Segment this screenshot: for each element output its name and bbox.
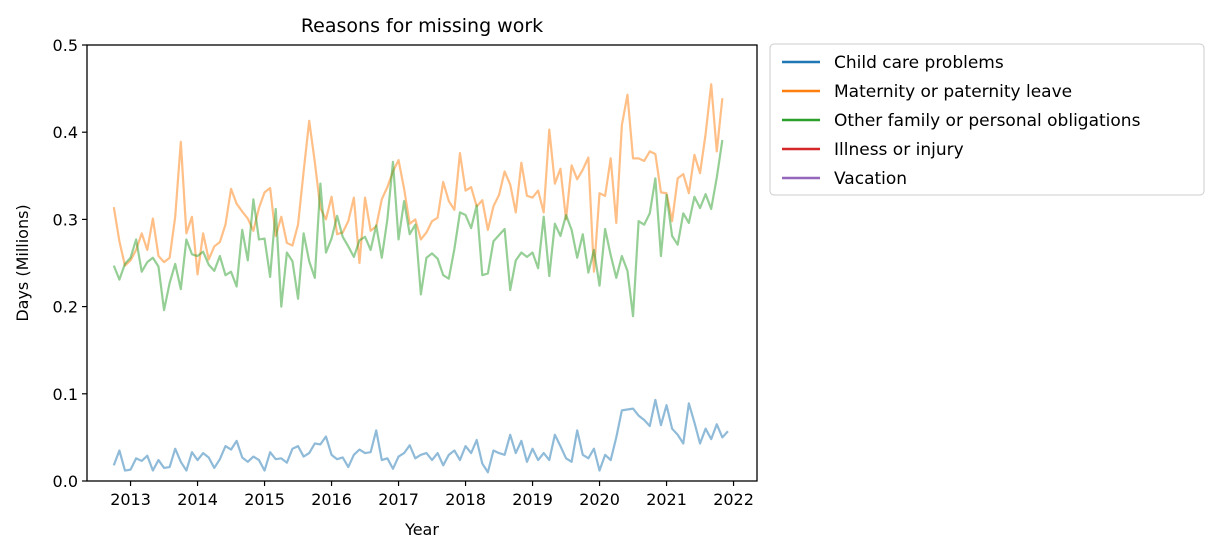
x-tick-label: 2018 <box>445 490 486 509</box>
plot-area <box>86 44 758 482</box>
legend-label: Vacation <box>834 169 907 189</box>
legend-label: Child care problems <box>834 53 1004 73</box>
legend-label: Other family or personal obligations <box>834 111 1141 131</box>
legend: Child care problems Maternity or paternit… <box>769 43 1205 196</box>
series-layer <box>112 83 729 474</box>
y-tick-label: 0.0 <box>53 472 78 491</box>
y-tick-label: 0.2 <box>53 298 78 317</box>
x-tick-label: 2022 <box>713 490 754 509</box>
chart-title: Reasons for missing work <box>301 15 543 37</box>
y-axis: 0.0 0.1 0.2 0.3 0.4 0.5 <box>53 36 87 491</box>
series-line-1 <box>112 83 724 276</box>
y-tick-label: 0.1 <box>53 385 78 404</box>
y-axis-label: Days (Millions) <box>13 204 32 321</box>
series-line-0 <box>112 398 729 474</box>
x-tick-label: 2016 <box>311 490 352 509</box>
y-tick-label: 0.5 <box>53 36 78 55</box>
x-axis-label: Year <box>404 520 439 539</box>
x-tick-label: 2020 <box>579 490 620 509</box>
x-axis: 2013 2014 2015 2016 2017 2018 2019 2020 2021 2022 <box>110 481 754 509</box>
x-tick-label: 2015 <box>244 490 285 509</box>
series-line-2 <box>112 139 724 318</box>
legend-label: Illness or injury <box>834 140 964 160</box>
x-tick-label: 2014 <box>177 490 218 509</box>
y-tick-label: 0.4 <box>53 123 78 142</box>
y-tick-label: 0.3 <box>53 210 78 229</box>
legend-frame <box>769 43 1205 196</box>
legend-label: Maternity or paternity leave <box>834 82 1072 102</box>
x-tick-label: 2013 <box>110 490 151 509</box>
plot-frame <box>86 44 758 482</box>
x-tick-label: 2019 <box>512 490 553 509</box>
x-tick-label: 2017 <box>378 490 419 509</box>
x-tick-label: 2021 <box>646 490 687 509</box>
